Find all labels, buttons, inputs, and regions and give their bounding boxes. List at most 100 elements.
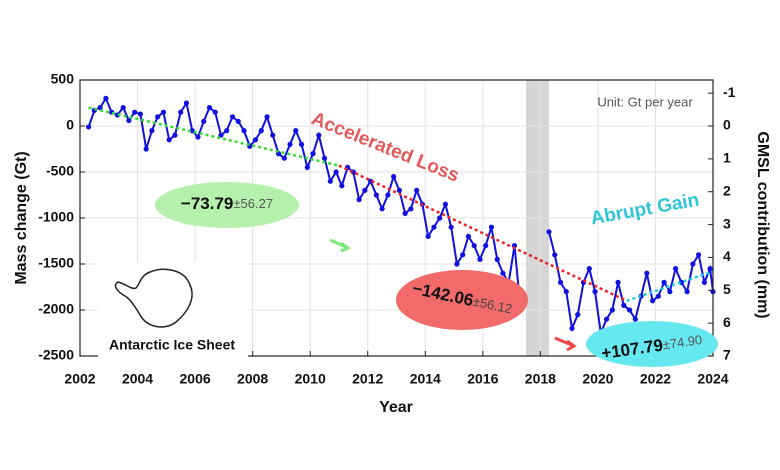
data-point: [298, 141, 305, 147]
data-point: [166, 137, 172, 143]
data-point: [206, 105, 213, 111]
data-point: [373, 192, 379, 198]
trend-line: [88, 106, 340, 167]
y-tick-label: 500: [51, 71, 75, 87]
data-point: [241, 128, 247, 134]
y-tick-label: -500: [46, 163, 74, 179]
x-tick-label: 2008: [237, 371, 268, 387]
data-point: [592, 289, 598, 295]
rate-label: −73.79±56.27: [181, 194, 273, 213]
x-tick-label: 2014: [410, 371, 441, 387]
data-point: [155, 114, 161, 120]
data-point: [425, 233, 431, 239]
data-point: [368, 178, 374, 184]
y2-tick-label: 0: [723, 117, 731, 133]
data-point: [126, 117, 132, 124]
data-point: [649, 298, 656, 304]
data-point: [212, 109, 218, 115]
data-point: [304, 164, 310, 170]
data-point: [229, 114, 236, 120]
y-axis-label: Mass change (Gt): [13, 151, 30, 284]
data-point: [195, 134, 201, 140]
data-point: [218, 132, 224, 138]
data-point: [293, 128, 299, 134]
data-point: [287, 141, 293, 147]
data-point: [437, 215, 443, 221]
data-point: [500, 270, 506, 276]
data-point: [183, 100, 190, 106]
unit-note: Unit: Gt per year: [597, 94, 693, 109]
data-point: [235, 118, 241, 124]
data-point: [310, 151, 316, 157]
data-point: [103, 95, 109, 101]
data-point: [586, 266, 592, 272]
data-point: [690, 261, 696, 267]
arrow: [554, 336, 577, 352]
data-point: [552, 252, 558, 258]
data-point: [120, 105, 126, 111]
x-tick-label: 2002: [64, 371, 95, 387]
y2-tick-label: -1: [723, 84, 736, 100]
data-point: [402, 210, 408, 216]
rate-bubble: [396, 270, 528, 330]
data-point: [201, 118, 207, 124]
data-point: [270, 132, 276, 138]
trend-line: [338, 164, 628, 302]
inset-label: Antarctic Ice Sheet: [109, 337, 235, 353]
y-tick-label: -2000: [38, 301, 74, 317]
data-point: [644, 270, 650, 276]
data-point: [569, 325, 575, 331]
data-point: [557, 279, 564, 285]
data-point: [655, 293, 661, 299]
data-point: [483, 243, 489, 249]
rate-bubble: [586, 321, 718, 367]
data-point: [488, 224, 495, 230]
data-point: [252, 137, 259, 143]
data-point: [258, 128, 264, 134]
data-point: [327, 178, 333, 184]
data-point: [632, 316, 638, 322]
data-point: [189, 128, 195, 134]
data-point: [414, 187, 420, 193]
data-point: [661, 279, 667, 285]
rate-bubble: [155, 182, 299, 228]
data-point: [454, 261, 460, 267]
x-tick-label: 2020: [582, 371, 613, 387]
data-point: [137, 111, 144, 117]
mark-layer: [86, 95, 716, 337]
antarctica-outline: [114, 268, 193, 328]
data-point: [546, 229, 552, 235]
data-point: [603, 316, 610, 322]
data-point: [97, 105, 103, 111]
data-point: [615, 279, 621, 285]
y-tick-label: -1500: [38, 255, 74, 271]
data-point: [86, 124, 92, 130]
data-point: [362, 187, 368, 193]
x-tick-label: 2004: [122, 371, 153, 387]
x-tick-label: 2018: [525, 371, 556, 387]
data-point: [448, 224, 454, 230]
x-tick-label: 2024: [697, 371, 728, 387]
y2-tick-label: 1: [723, 150, 731, 166]
data-point: [563, 289, 569, 295]
y2-tick-label: 6: [723, 314, 731, 330]
data-point: [621, 302, 627, 308]
data-point: [465, 233, 472, 239]
data-point: [672, 266, 679, 272]
data-point: [696, 252, 702, 258]
data-point: [321, 155, 328, 161]
y2-tick-label: 7: [723, 347, 731, 363]
data-point: [477, 256, 483, 262]
x-tick-label: 2010: [295, 371, 326, 387]
y2-tick-label: 2: [723, 182, 731, 198]
y-tick-label: 0: [66, 117, 74, 133]
data-point: [408, 206, 414, 212]
y2-tick-label: 5: [723, 281, 731, 297]
data-point: [609, 307, 615, 313]
data-point: [316, 132, 322, 138]
data-point: [396, 187, 402, 193]
data-point: [626, 307, 633, 313]
y-tick-label: -1000: [38, 209, 74, 225]
data-point: [460, 252, 466, 258]
